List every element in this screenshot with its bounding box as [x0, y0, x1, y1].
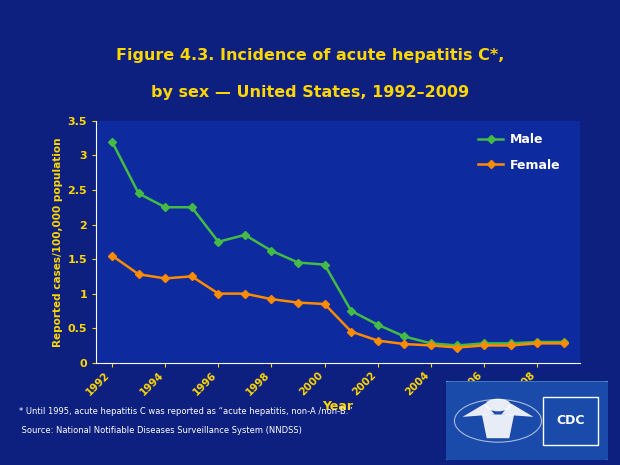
- Female: [347, 329, 355, 334]
- Male: [135, 191, 143, 196]
- Text: Figure 4.3. Incidence of acute hepatitis C*,: Figure 4.3. Incidence of acute hepatitis…: [116, 48, 504, 63]
- Female: [108, 253, 116, 259]
- Circle shape: [485, 399, 511, 412]
- Male: [321, 262, 329, 267]
- Male: [454, 343, 461, 348]
- Female: [294, 300, 302, 306]
- Male: [507, 340, 515, 346]
- Male: [560, 339, 567, 345]
- FancyBboxPatch shape: [543, 397, 598, 445]
- Text: Source: National Notifiable Diseases Surveillance System (NNDSS): Source: National Notifiable Diseases Sur…: [19, 425, 301, 435]
- Female: [241, 291, 249, 296]
- Female: [507, 343, 515, 348]
- Male: [347, 308, 355, 314]
- Male: [480, 340, 488, 346]
- Female: [215, 291, 222, 296]
- Female: [480, 343, 488, 348]
- Female: [161, 276, 169, 281]
- Legend: Male, Female: Male, Female: [473, 128, 565, 177]
- Male: [215, 239, 222, 245]
- Male: [241, 232, 249, 238]
- Male: [294, 260, 302, 266]
- Line: Female: Female: [109, 253, 567, 350]
- FancyBboxPatch shape: [441, 380, 613, 461]
- Y-axis label: Reported cases/100,000 population: Reported cases/100,000 population: [53, 137, 63, 346]
- Female: [374, 338, 381, 343]
- Polygon shape: [501, 404, 533, 417]
- Male: [374, 322, 381, 327]
- Female: [427, 343, 435, 348]
- Male: [401, 334, 408, 339]
- Female: [268, 296, 275, 302]
- X-axis label: Year: Year: [322, 400, 353, 413]
- Text: CDC: CDC: [556, 414, 585, 427]
- Female: [401, 341, 408, 347]
- Female: [321, 301, 329, 307]
- Female: [188, 273, 195, 279]
- Polygon shape: [463, 404, 495, 417]
- Male: [188, 205, 195, 210]
- Female: [533, 340, 541, 346]
- Female: [560, 340, 567, 346]
- Polygon shape: [482, 414, 514, 438]
- Line: Male: Male: [109, 139, 567, 348]
- Circle shape: [454, 399, 541, 442]
- Female: [135, 272, 143, 277]
- Female: [454, 345, 461, 350]
- Male: [427, 340, 435, 346]
- Male: [533, 339, 541, 345]
- Text: by sex — United States, 1992–2009: by sex — United States, 1992–2009: [151, 86, 469, 100]
- Male: [161, 205, 169, 210]
- Text: * Until 1995, acute hepatitis C was reported as “acute hepatitis, non-A /non-B.”: * Until 1995, acute hepatitis C was repo…: [19, 407, 352, 416]
- Male: [108, 139, 116, 145]
- Male: [268, 248, 275, 253]
